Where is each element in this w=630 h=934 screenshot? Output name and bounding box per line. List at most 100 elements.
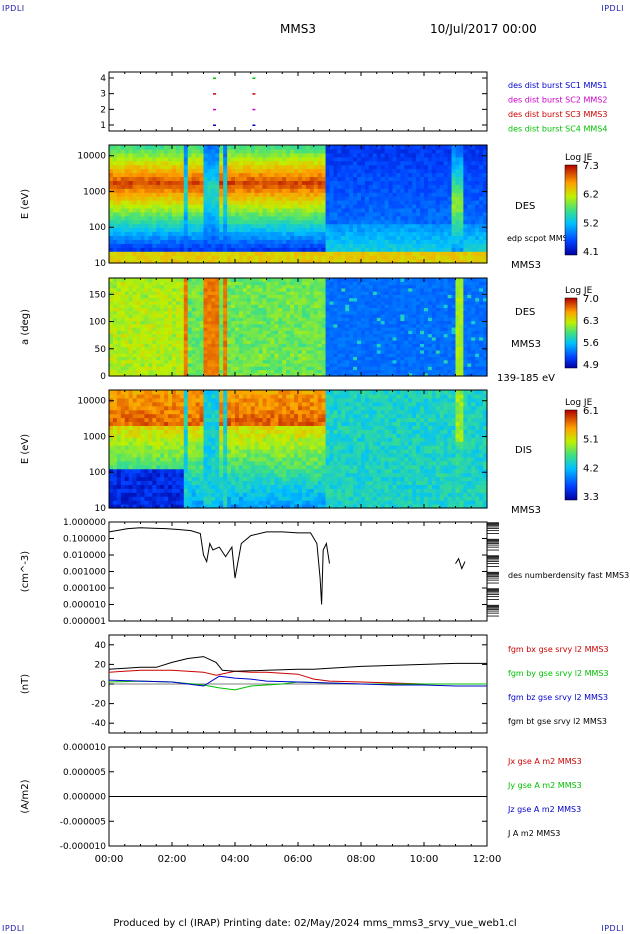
des_e-cell [483,227,488,233]
des_e-cell [211,211,216,217]
des_e-cell [404,231,409,237]
des_pa-cell [172,330,177,335]
des_e-cell [345,235,350,240]
des_e-cell [175,259,181,264]
des_e-cell [179,243,185,248]
des_e-cell [420,160,425,166]
des_e-cell [298,184,303,189]
des_e-cell [187,172,193,178]
des_e-cell [215,196,220,201]
des_e-cell [459,239,464,244]
des_pa-cell [270,317,275,322]
des_e-cell [357,148,362,154]
des_pa-cell [109,349,114,354]
des_e-cell [467,207,472,213]
des_pa-cell [337,323,342,328]
des_pa-cell [290,281,295,286]
des_pa-cell [238,340,244,344]
des_e-cell [144,239,149,244]
des_pa-cell [274,320,279,325]
des_pa-cell [156,304,161,308]
des_e-cell [368,160,374,166]
des_pa-cell [333,284,338,289]
des_e-cell [479,251,484,256]
des_e-cell [168,172,173,178]
des_pa-cell [361,291,366,295]
des_pa-cell [298,307,303,312]
des_e-cell [254,176,260,181]
des_e-cell [298,160,303,166]
des_e-cell [384,184,390,189]
des_pa-cell [183,330,189,335]
des_e-cell [388,192,394,197]
des_pa-cell [301,343,307,348]
des_pa-cell [168,281,173,286]
des_pa-cell [219,343,224,348]
des_pa-cell [298,369,303,374]
des_e-cell [203,207,209,213]
des_pa-cell [278,362,283,367]
des_pa-cell [333,278,338,282]
des_pa-cell [317,359,323,364]
des_pa-cell [286,340,291,344]
des_pa-cell [294,281,299,286]
des_pa-cell [337,278,342,282]
des_pa-cell [136,349,142,354]
des_pa-cell [172,369,177,374]
des_pa-cell [116,323,122,328]
des_pa-cell [191,356,197,361]
des_e-cell [207,251,212,256]
des_e-cell [148,172,153,178]
des_e-cell [361,231,366,237]
des_pa-cell [301,356,307,361]
des_pa-cell [274,372,279,377]
des_pa-cell [219,372,224,377]
des_e-cell [364,192,370,197]
des_pa-cell [183,294,189,299]
des_e-cell [475,223,480,229]
des_e-cell [187,148,193,154]
des_e-cell [290,211,295,217]
des_pa-cell [361,297,366,302]
des_e-cell [435,156,441,162]
des_e-cell [160,259,165,264]
des_pa-cell [168,356,173,361]
des_pa-cell [290,359,295,364]
des_pa-cell [258,313,264,318]
des_e-cell [179,164,185,170]
des_pa-cell [262,372,268,377]
des_e-cell [298,251,303,256]
des_pa-cell [317,294,323,299]
des_pa-cell [175,284,181,289]
des_pa-cell [238,320,244,325]
des_e-cell [309,235,315,240]
des_e-cell [424,145,429,150]
des_e-cell [109,172,114,178]
des_pa-cell [156,317,161,322]
des_pa-cell [152,327,157,331]
des_pa-cell [124,356,130,361]
des_pa-cell [274,343,279,348]
des_pa-cell [160,281,165,286]
des_e-cell [349,152,354,158]
des_e-cell [270,259,275,264]
des_pa-cell [235,313,240,318]
des_pa-cell [152,333,157,338]
des_pa-cell [313,284,319,289]
des_e-cell [408,152,413,158]
des_e-cell [325,219,331,225]
des_e-cell [463,196,468,201]
des_pa-cell [353,304,358,308]
des_e-cell [329,204,335,209]
des_pa-cell [160,369,165,374]
des_e-cell [148,180,153,185]
des_e-cell [357,259,362,264]
des_e-cell [424,231,429,237]
des_e-cell [384,200,390,205]
des_e-cell [215,152,220,158]
des_e-cell [144,145,149,150]
des_pa-cell [231,362,236,367]
des_pa-cell [112,327,118,331]
des_pa-cell [136,353,142,357]
des_e-cell [313,223,319,229]
